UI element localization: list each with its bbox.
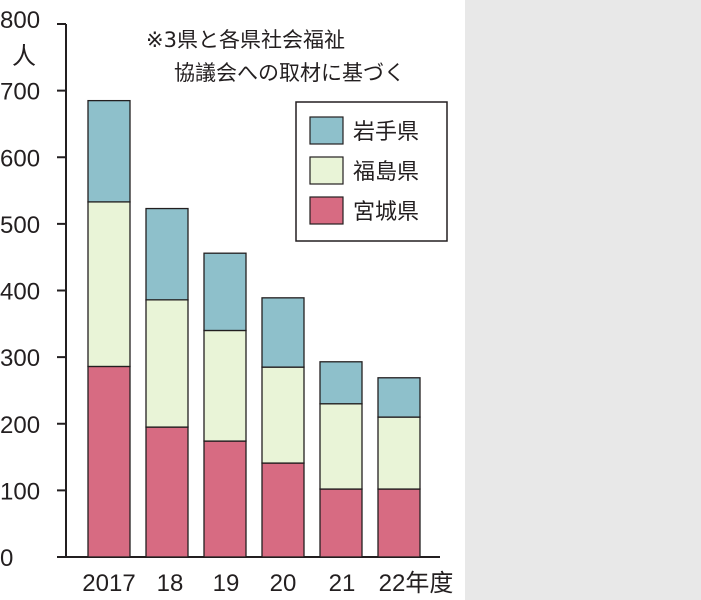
legend-swatch — [309, 156, 344, 185]
bar-segment — [319, 403, 363, 490]
y-tick-label: 700 — [0, 79, 40, 106]
legend-label: 福島県 — [353, 160, 419, 185]
legend-label: 岩手県 — [353, 120, 419, 145]
y-tick-label: 800 — [0, 7, 40, 34]
y-tick-label: 100 — [0, 478, 40, 505]
source-note-line-1: ※3県と各県社会福祉 — [146, 28, 345, 52]
y-tick-label: 600 — [0, 145, 40, 172]
bar-segment — [319, 488, 363, 558]
bar-segment — [377, 416, 421, 490]
bar-segment — [87, 201, 131, 368]
x-tick-label: 18 — [157, 570, 184, 597]
bar-segment — [319, 361, 363, 405]
bar-segment — [261, 462, 305, 558]
source-note-line-2: 協議会への取材に基づく — [174, 61, 405, 85]
bar-segment — [145, 207, 189, 301]
x-tick-labels: 2017 18 19 20 21 22年度 — [82, 570, 453, 597]
y-unit-label: 人 — [12, 42, 36, 70]
bar-segment — [261, 297, 305, 368]
bar-segment — [203, 329, 247, 442]
y-tick-label: 500 — [0, 212, 40, 239]
x-tick-label: 2017 — [82, 570, 135, 597]
bar-segment — [145, 426, 189, 558]
bar-segment — [87, 365, 131, 558]
y-tick-label: 400 — [0, 279, 40, 306]
bar-segment — [261, 366, 305, 464]
y-tick-label: 300 — [0, 345, 40, 372]
bar-segment — [145, 299, 189, 428]
y-tick-label: 0 — [0, 545, 13, 572]
y-ticks: 0 100 200 300 400 500 600 700 800 — [0, 7, 66, 572]
bar-segment — [203, 440, 247, 558]
legend-swatch — [309, 116, 344, 145]
x-tick-label: 19 — [213, 570, 240, 597]
x-tick-label: 21 — [329, 570, 356, 597]
bar-segment — [87, 99, 131, 203]
x-tick-label: 20 — [270, 570, 297, 597]
x-tick-label: 22年度 — [379, 570, 454, 597]
y-tick-label: 200 — [0, 412, 40, 439]
bars — [87, 99, 421, 558]
bar-segment — [377, 377, 421, 418]
legend-swatch — [309, 196, 344, 225]
chart-panel: 0 100 200 300 400 500 600 700 800 2017 18 19 20 21 22… — [0, 0, 465, 600]
legend-label: 宮城県 — [353, 200, 419, 225]
bar-segment — [377, 488, 421, 558]
bar-segment — [203, 252, 247, 332]
stacked-bar-chart: 0 100 200 300 400 500 600 700 800 2017 18 19 20 21 22… — [0, 7, 453, 597]
